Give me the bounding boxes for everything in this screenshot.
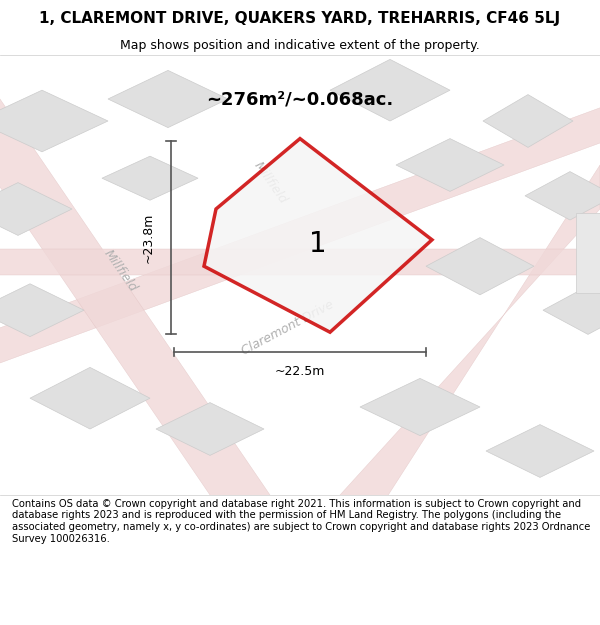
Polygon shape: [525, 172, 600, 220]
Polygon shape: [0, 182, 72, 236]
Text: ~23.8m: ~23.8m: [142, 213, 155, 262]
Polygon shape: [0, 86, 600, 385]
Polygon shape: [360, 378, 480, 436]
Text: ~22.5m: ~22.5m: [275, 365, 325, 378]
Polygon shape: [300, 165, 600, 539]
Text: Contains OS data © Crown copyright and database right 2021. This information is : Contains OS data © Crown copyright and d…: [12, 499, 590, 544]
Text: Claremont Drive: Claremont Drive: [239, 298, 337, 358]
Polygon shape: [576, 213, 600, 292]
Polygon shape: [330, 59, 450, 121]
Polygon shape: [108, 71, 228, 128]
Polygon shape: [426, 238, 534, 295]
Polygon shape: [483, 94, 573, 148]
Polygon shape: [156, 402, 264, 456]
Polygon shape: [102, 156, 198, 200]
Polygon shape: [204, 139, 432, 332]
Text: Millfield: Millfield: [251, 159, 289, 206]
Polygon shape: [30, 368, 150, 429]
Polygon shape: [396, 139, 504, 191]
Polygon shape: [0, 249, 600, 275]
Polygon shape: [0, 284, 84, 337]
Text: 1: 1: [309, 230, 327, 258]
Text: ~276m²/~0.068ac.: ~276m²/~0.068ac.: [206, 90, 394, 108]
Text: Millfield: Millfield: [101, 247, 139, 294]
Polygon shape: [486, 424, 594, 478]
Polygon shape: [543, 286, 600, 334]
Text: 1, CLAREMONT DRIVE, QUAKERS YARD, TREHARRIS, CF46 5LJ: 1, CLAREMONT DRIVE, QUAKERS YARD, TREHAR…: [40, 11, 560, 26]
Polygon shape: [0, 90, 108, 152]
Polygon shape: [0, 99, 300, 539]
Text: Map shows position and indicative extent of the property.: Map shows position and indicative extent…: [120, 39, 480, 51]
